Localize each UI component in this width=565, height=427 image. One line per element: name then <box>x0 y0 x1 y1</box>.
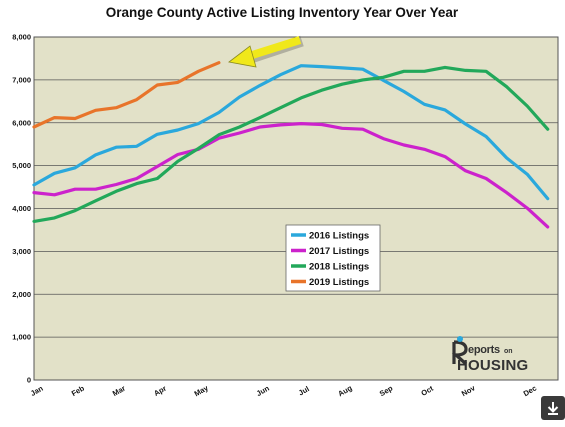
y-tick-label: 2,000 <box>12 290 31 299</box>
legend-label: 2017 Listings <box>309 246 369 257</box>
y-tick-label: 1,000 <box>12 333 31 342</box>
x-tick-label: Aug <box>336 383 353 398</box>
reports-on-housing-logo: eports on HOUSING <box>451 336 528 374</box>
x-tick-label: Dec <box>522 383 538 398</box>
download-arrow-icon <box>547 402 559 415</box>
svg-text:on: on <box>504 348 513 355</box>
svg-text:eports: eports <box>468 344 500 356</box>
x-tick-label: Feb <box>70 383 86 398</box>
y-tick-label: 0 <box>27 376 31 385</box>
y-tick-label: 3,000 <box>12 247 31 256</box>
series-line-3 <box>32 65 550 223</box>
x-axis-ticks: Jan Feb Mar Apr May Jun Jul Aug Sep Oct Nov Dec <box>29 383 538 399</box>
series-lines <box>32 61 550 229</box>
x-tick-label: Oct <box>420 384 436 398</box>
x-tick-label: Nov <box>460 383 477 398</box>
chart-title: Orange County Active Listing Inventory Y… <box>106 5 459 20</box>
x-tick-label: Sep <box>378 383 395 398</box>
x-tick-label: Mar <box>111 384 127 399</box>
y-tick-label: 6,000 <box>12 118 31 127</box>
series-line-4 <box>32 61 221 129</box>
y-tick-label: 8,000 <box>12 33 31 42</box>
y-tick-label: 7,000 <box>12 75 31 84</box>
y-tick-label: 5,000 <box>12 161 31 170</box>
x-tick-label: Jan <box>29 384 45 398</box>
download-button[interactable] <box>541 396 565 420</box>
x-tick-label: Apr <box>152 384 168 398</box>
x-tick-label: Jul <box>297 384 311 397</box>
y-tick-label: 4,000 <box>12 204 31 213</box>
y-axis-ticks: 0 1,000 2,000 3,000 4,000 5,000 6,000 7,000 8,00… <box>12 33 31 385</box>
legend-label: 2019 Listings <box>309 277 369 288</box>
legend: 2016 Listings 2017 Listings 2018 Listings 2… <box>285 224 381 292</box>
series-line-1 <box>32 64 550 201</box>
legend-label: 2018 Listings <box>309 262 369 273</box>
x-tick-label: Jun <box>255 383 271 398</box>
yellow-arrow-annotation <box>228 35 304 68</box>
legend-label: 2016 Listings <box>309 231 369 242</box>
x-tick-label: May <box>193 383 211 399</box>
series-line-2 <box>32 121 550 229</box>
svg-text:HOUSING: HOUSING <box>457 357 528 374</box>
